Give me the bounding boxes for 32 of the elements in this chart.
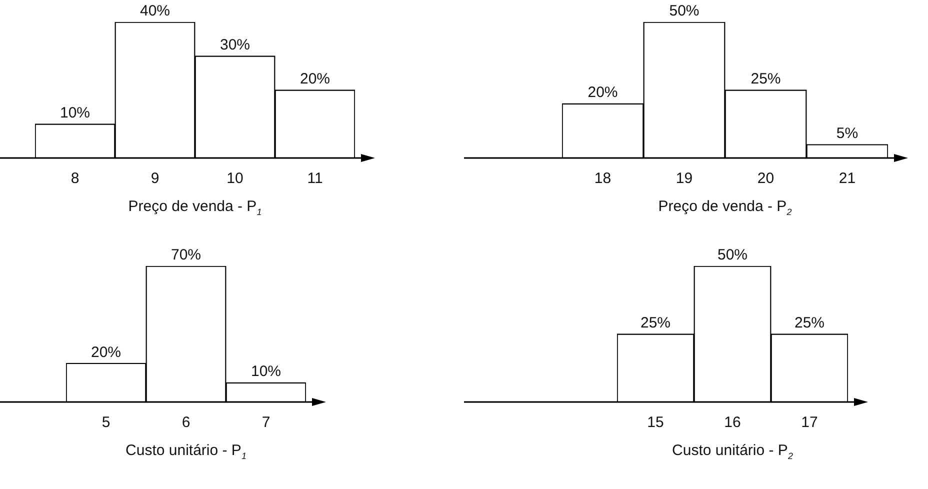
x-tick-label: 7 <box>262 414 270 432</box>
data-label: 70% <box>170 246 202 264</box>
data-label: 10% <box>250 363 282 380</box>
data-label: 50% <box>669 2 700 20</box>
data-label: 25% <box>750 70 781 88</box>
x-tick-label: 6 <box>182 414 190 432</box>
x-tick-label: 18 <box>594 170 612 188</box>
data-label: 50% <box>717 246 748 264</box>
x-tick-label: 21 <box>838 170 856 188</box>
x-axis-title: Custo unitário - P$_{1}$ <box>124 442 248 461</box>
data-label: 20% <box>90 344 122 361</box>
x-axis-title: Preço de venda - P$_{1}$ <box>127 198 263 217</box>
data-label: 30% <box>220 36 250 54</box>
data-label: 20% <box>300 70 330 88</box>
x-tick-label: 19 <box>676 170 693 188</box>
x-tick-label: 11 <box>307 170 323 188</box>
x-tick-label: 20 <box>757 170 774 188</box>
data-label: 20% <box>588 84 618 102</box>
x-tick-label: 10 <box>226 170 244 188</box>
data-label: 5% <box>836 125 858 142</box>
x-tick-label: 15 <box>647 414 664 432</box>
x-tick-label: 17 <box>801 414 818 432</box>
x-tick-label: 8 <box>70 170 80 188</box>
x-tick-label: 16 <box>724 414 741 432</box>
x-tick-label: 5 <box>102 414 110 432</box>
x-axis-title: Custo unitário - P$_{2}$ <box>671 442 794 461</box>
data-label: 40% <box>140 2 170 20</box>
data-label: 25% <box>640 314 671 332</box>
x-axis-title: Preço de venda - P$_{2}$ <box>657 198 793 217</box>
data-label: 25% <box>794 314 825 332</box>
x-tick-label: 9 <box>150 170 160 188</box>
data-label: 10% <box>60 104 90 122</box>
